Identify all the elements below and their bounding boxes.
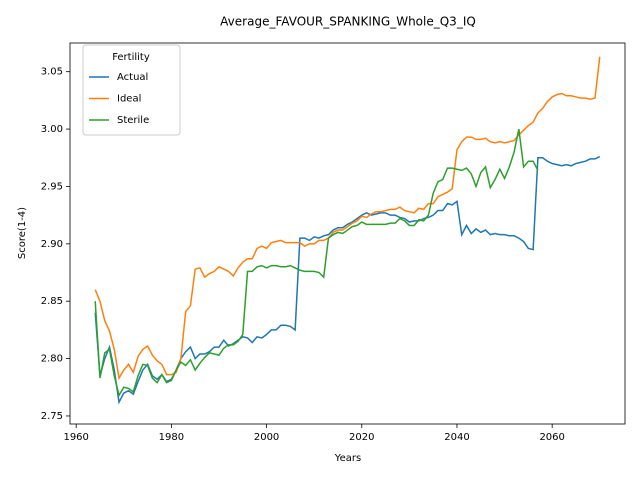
chart-title: Average_FAVOUR_SPANKING_Whole_Q3_IQ	[220, 15, 476, 29]
y-tick-label: 2.90	[41, 239, 63, 250]
series-line	[94, 56, 601, 381]
legend-box	[82, 44, 181, 136]
legend-title: Fertility	[112, 52, 150, 63]
x-tick-label: 2000	[254, 432, 279, 443]
legend: Fertility Actual Ideal Sterile	[82, 44, 181, 136]
x-tick-label: 2040	[444, 432, 469, 443]
x-tick-label: 2020	[349, 432, 374, 443]
y-tick-label: 2.85	[41, 296, 63, 307]
y-tick-label: 2.95	[41, 181, 63, 192]
x-tick-label: 1980	[159, 432, 184, 443]
series-line	[94, 155, 601, 405]
legend-label: Actual	[117, 72, 148, 83]
y-axis-label: Score(1-4)	[17, 207, 28, 259]
plot-frame	[69, 42, 626, 425]
y-tick-label: 3.00	[41, 124, 63, 135]
y-tick-label: 2.75	[41, 411, 63, 422]
series-line	[94, 128, 539, 398]
y-tick-label: 3.05	[41, 67, 63, 78]
x-tick-label: 1960	[63, 432, 88, 443]
x-axis-label: Years	[334, 453, 361, 464]
x-tick-label: 2060	[539, 432, 564, 443]
legend-label: Sterile	[117, 115, 149, 126]
legend-label: Ideal	[117, 94, 141, 105]
y-tick-label: 2.80	[41, 354, 63, 365]
